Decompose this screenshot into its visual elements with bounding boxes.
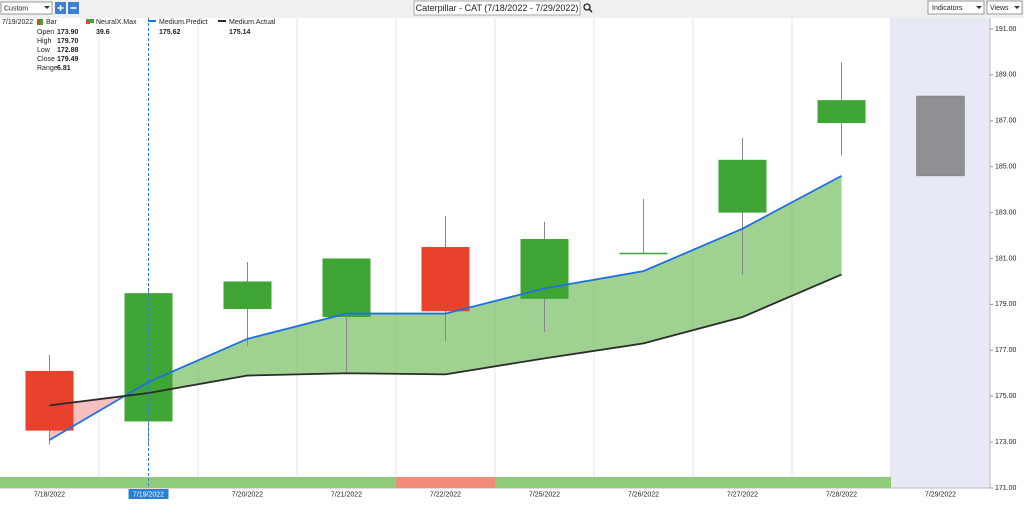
band-fill — [247, 313, 347, 376]
y-tick-label: 179.00 — [995, 301, 1017, 308]
signal-strip — [0, 477, 99, 488]
candle-body — [916, 95, 965, 177]
signal-strip — [495, 477, 594, 488]
views-button[interactable] — [986, 0, 1023, 15]
y-tick-label: 171.00 — [995, 485, 1017, 492]
search-icon[interactable] — [583, 3, 593, 13]
info-value: 6.81 — [57, 65, 71, 72]
legend-bar: Bar — [46, 19, 58, 26]
y-tick-label: 185.00 — [995, 164, 1017, 171]
dropdown-arrow — [976, 6, 982, 9]
signal-strip — [99, 477, 198, 488]
x-tick-label: 7/29/2022 — [925, 491, 956, 498]
x-tick-label: 7/26/2022 — [628, 491, 659, 498]
y-tick-label: 189.00 — [995, 72, 1017, 79]
y-tick-label: 187.00 — [995, 118, 1017, 125]
y-tick-label: 173.00 — [995, 439, 1017, 446]
x-tick-label: 7/27/2022 — [727, 491, 758, 498]
dropdown-arrow — [44, 6, 50, 9]
x-tick-label: 7/18/2022 — [34, 491, 65, 498]
signal-strip — [297, 477, 396, 488]
series-line — [49, 273, 842, 407]
signal-strip — [693, 477, 792, 488]
x-tick-label: 7/22/2022 — [430, 491, 461, 498]
dropdown-arrow — [1014, 6, 1020, 9]
band-fill — [544, 271, 644, 359]
legend-label: Medium.Predict — [159, 19, 208, 26]
signal-strip — [198, 477, 297, 488]
views-label: Views — [990, 5, 1009, 12]
info-date: 7/19/2022 — [2, 19, 33, 26]
candle-body — [520, 238, 569, 299]
info-value: 173.90 — [57, 29, 79, 36]
candle-body — [718, 159, 767, 213]
band-fill — [643, 228, 743, 344]
info-label: Range — [37, 65, 58, 72]
candle-body — [25, 370, 74, 431]
info-value: 172.88 — [57, 47, 79, 54]
x-tick-label: 7/28/2022 — [826, 491, 857, 498]
signal-strip — [792, 477, 891, 488]
y-tick-label: 177.00 — [995, 347, 1017, 354]
legend-value: 175.14 — [229, 29, 251, 36]
candle-body — [421, 247, 470, 312]
view-select-label: Custom — [4, 5, 28, 12]
chart-title: Caterpillar - CAT (7/18/2022 - 7/29/2022… — [416, 3, 579, 13]
neuralx-legend-icon — [86, 21, 90, 24]
band-fill — [445, 288, 545, 375]
x-tick-label: 7/25/2022 — [529, 491, 560, 498]
info-label: High — [37, 38, 52, 45]
x-label-highlight — [128, 489, 169, 499]
legend-neuralx-value: 39.6 — [96, 29, 110, 36]
x-tick-label: 7/19/2022 — [133, 491, 164, 498]
plot: 171.00 173.00 175.00 177.00 179.00 181.00 183.… — [0, 18, 1017, 499]
candle-body — [817, 100, 866, 124]
info-label: Low — [37, 47, 51, 54]
legend-label: Medium.Actual — [229, 19, 276, 26]
info-value: 179.70 — [57, 38, 79, 45]
x-tick-label: 7/20/2022 — [232, 491, 263, 498]
forecast-region — [890, 18, 990, 488]
symbol-box[interactable] — [413, 0, 581, 16]
signal-strip — [594, 477, 693, 488]
y-tick-label: 181.00 — [995, 255, 1017, 262]
info-panel: 7/19/2022 Bar NeuralX.Max 39.6 Open 173.9… — [2, 19, 276, 72]
candle-body — [322, 258, 371, 318]
y-tick-label: 183.00 — [995, 209, 1017, 216]
bar-legend-icon — [37, 19, 40, 25]
view-select[interactable] — [0, 1, 53, 15]
legend-value: 175.62 — [159, 29, 181, 36]
candle-body — [619, 252, 668, 255]
band-fill — [742, 175, 842, 318]
y-tick-label: 175.00 — [995, 393, 1017, 400]
y-tick-label: 191.00 — [995, 26, 1017, 33]
candle-body — [223, 281, 272, 309]
candle-body — [124, 293, 173, 422]
info-value: 179.49 — [57, 56, 79, 63]
indicators-button[interactable] — [927, 0, 985, 15]
band-fill — [346, 313, 446, 375]
indicators-label: Indicators — [932, 5, 963, 12]
series-line — [49, 175, 842, 441]
x-tick-label: 7/21/2022 — [331, 491, 362, 498]
legend-neuralx: NeuralX.Max — [96, 19, 137, 26]
info-label: Open — [37, 29, 54, 36]
info-label: Close — [37, 56, 55, 63]
plus-icon — [57, 5, 64, 11]
signal-strip — [396, 477, 495, 488]
